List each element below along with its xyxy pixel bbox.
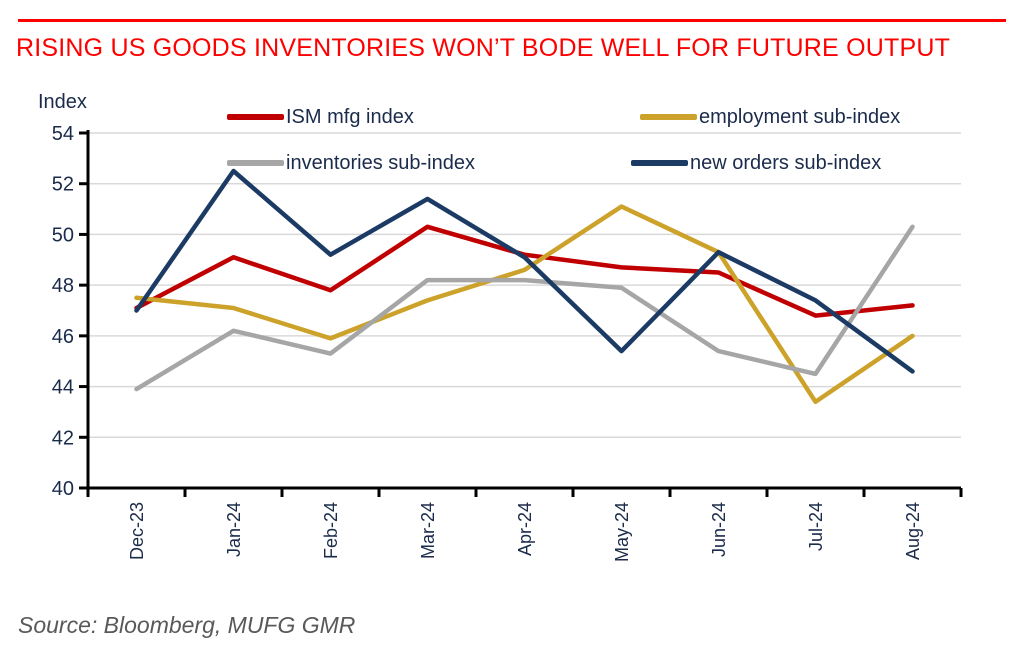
series-line-employment-sub-index bbox=[134, 204, 915, 405]
source-note: Source: Bloomberg, MUFG GMR bbox=[18, 612, 356, 638]
y-tick-label: 50 bbox=[52, 224, 74, 246]
x-tick-label: Dec-23 bbox=[127, 502, 147, 560]
legend-label-new-orders-sub-index: new orders sub-index bbox=[690, 151, 882, 174]
legend-item-new-orders-sub-index: new orders sub-index bbox=[631, 152, 881, 174]
legend-swatch-gold bbox=[640, 114, 697, 120]
legend-label-inventories-sub-index: inventories sub-index bbox=[286, 151, 475, 174]
legend-item-inventories-sub-index: inventories sub-index bbox=[227, 152, 475, 174]
series-line-inventories-sub-index bbox=[134, 224, 915, 392]
legend-item-employment-sub-index: employment sub-index bbox=[640, 106, 900, 128]
chart-title: RISING US GOODS INVENTORIES WON’T BODE W… bbox=[16, 34, 951, 62]
legend-swatch-red bbox=[227, 114, 284, 120]
legend-swatch-navy bbox=[631, 160, 688, 166]
legend-item-ism-mfg-index: ISM mfg index bbox=[227, 106, 414, 128]
x-tick-label: Jul-24 bbox=[806, 502, 826, 551]
x-tick-label: Feb-24 bbox=[321, 502, 341, 559]
y-tick-label: 54 bbox=[52, 123, 74, 145]
legend-swatch-gray bbox=[227, 160, 284, 166]
x-tick-label: Mar-24 bbox=[418, 502, 438, 559]
x-tick-label: Jun-24 bbox=[709, 502, 729, 557]
y-tick-label: 44 bbox=[52, 377, 74, 399]
x-tick-label: Apr-24 bbox=[515, 502, 535, 556]
x-tick-label: Aug-24 bbox=[903, 502, 923, 560]
y-tick-label: 40 bbox=[52, 478, 74, 500]
y-tick-label: 42 bbox=[52, 427, 74, 449]
y-tick-label: 52 bbox=[52, 174, 74, 196]
y-axis-title: Index bbox=[38, 91, 87, 113]
legend-label-ism-mfg-index: ISM mfg index bbox=[286, 105, 414, 128]
y-tick-label: 48 bbox=[52, 275, 74, 297]
y-tick-label: 46 bbox=[52, 326, 74, 348]
series-line-new-orders-sub-index bbox=[134, 168, 915, 374]
x-tick-label: May-24 bbox=[612, 502, 632, 562]
x-tick-label: Jan-24 bbox=[224, 502, 244, 557]
header-red-rule bbox=[18, 19, 1006, 22]
legend-label-employment-sub-index: employment sub-index bbox=[699, 105, 901, 128]
